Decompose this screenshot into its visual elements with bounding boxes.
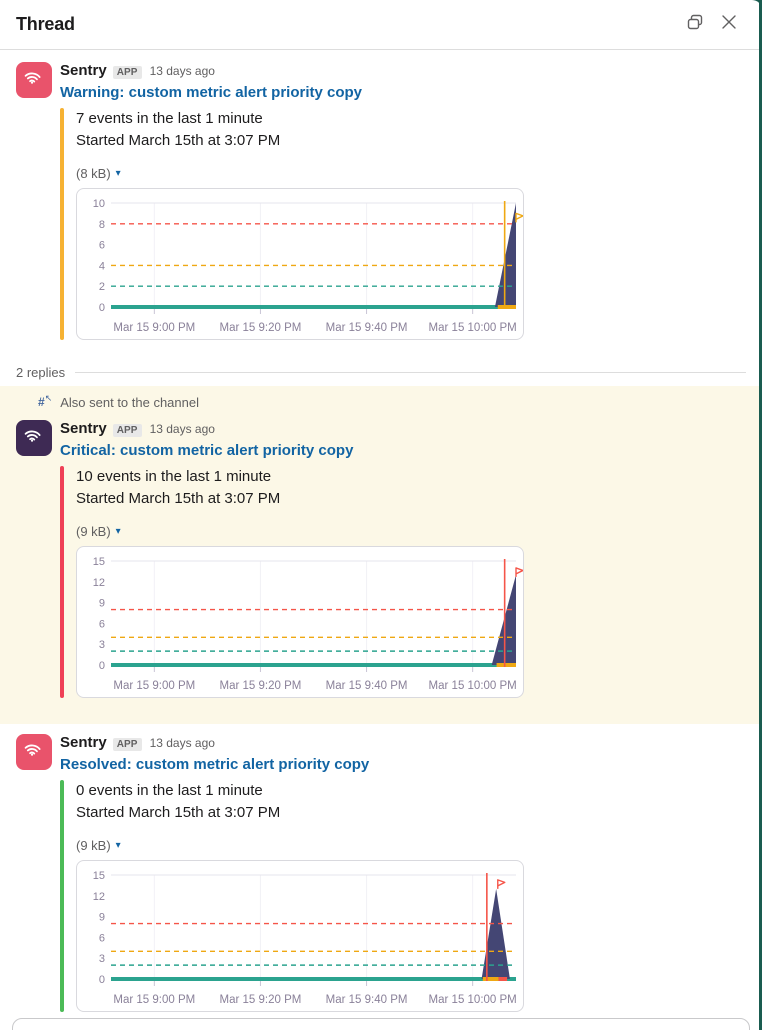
thread-header: Thread bbox=[0, 0, 762, 50]
replies-divider: 2 replies bbox=[16, 362, 746, 382]
svg-text:3: 3 bbox=[99, 639, 105, 651]
svg-text:15: 15 bbox=[93, 870, 105, 882]
message-timestamp[interactable]: 13 days ago bbox=[149, 64, 215, 78]
alert-chart-image[interactable]: 0 2 4 6 8 10 Mar 15 9:00 PM Mar 15 9:20 PM Mar 1… bbox=[76, 188, 524, 340]
attachment-color-bar bbox=[60, 108, 64, 340]
alert-title-link[interactable]: Critical: custom metric alert priority c… bbox=[60, 442, 354, 459]
svg-text:6: 6 bbox=[99, 240, 105, 252]
svg-text:Mar 15 9:40 PM: Mar 15 9:40 PM bbox=[326, 680, 408, 692]
alert-title-link[interactable]: Warning: custom metric alert priority co… bbox=[60, 84, 362, 101]
svg-text:Mar 15 10:00 PM: Mar 15 10:00 PM bbox=[429, 322, 517, 334]
svg-text:Mar 15 9:20 PM: Mar 15 9:20 PM bbox=[220, 322, 302, 334]
message-resolved: Sentry APP 13 days ago Resolved: custom … bbox=[0, 724, 762, 1024]
sentry-avatar[interactable] bbox=[16, 734, 52, 770]
svg-text:8: 8 bbox=[99, 219, 105, 231]
sender-name[interactable]: Sentry bbox=[60, 420, 107, 437]
chevron-down-icon[interactable]: ▾ bbox=[115, 839, 121, 851]
replies-count-label: 2 replies bbox=[16, 364, 66, 380]
popout-window-button[interactable] bbox=[678, 8, 712, 42]
events-count-text: 7 events in the last 1 minute bbox=[76, 110, 263, 127]
svg-text:6: 6 bbox=[99, 618, 105, 630]
started-time-text: Started March 15th at 3:07 PM bbox=[76, 490, 281, 507]
close-icon bbox=[721, 14, 737, 35]
attachment-color-bar bbox=[60, 466, 64, 698]
svg-text:Mar 15 10:00 PM: Mar 15 10:00 PM bbox=[429, 680, 517, 692]
svg-text:6: 6 bbox=[99, 932, 105, 944]
svg-text:9: 9 bbox=[99, 598, 105, 610]
window-edge bbox=[759, 0, 762, 1030]
channel-share-icon: # bbox=[38, 395, 45, 409]
app-badge: APP bbox=[112, 738, 142, 751]
app-badge: APP bbox=[112, 66, 142, 79]
message-timestamp[interactable]: 13 days ago bbox=[149, 736, 215, 750]
reply-input[interactable] bbox=[12, 1018, 750, 1030]
app-badge: APP bbox=[112, 424, 142, 437]
sender-name[interactable]: Sentry bbox=[60, 734, 107, 751]
svg-text:Mar 15 9:20 PM: Mar 15 9:20 PM bbox=[220, 680, 302, 692]
svg-text:0: 0 bbox=[99, 974, 105, 986]
sentry-logo-icon bbox=[22, 66, 46, 95]
events-count-text: 0 events in the last 1 minute bbox=[76, 782, 263, 799]
svg-text:3: 3 bbox=[99, 953, 105, 965]
alert-attachment: 7 events in the last 1 minute Started Ma… bbox=[60, 108, 524, 340]
alert-chart-image[interactable]: 0 3 6 9 12 15 Mar 15 9:00 PM Mar 15 9:20 PM Mar … bbox=[76, 860, 524, 1012]
also-sent-row: # ↖ Also sent to the channel bbox=[0, 392, 762, 412]
attachment-color-bar bbox=[60, 780, 64, 1012]
svg-text:15: 15 bbox=[93, 556, 105, 568]
started-time-text: Started March 15th at 3:07 PM bbox=[76, 804, 281, 821]
svg-text:Mar 15 9:00 PM: Mar 15 9:00 PM bbox=[113, 322, 195, 334]
svg-text:12: 12 bbox=[93, 577, 105, 589]
attachment-size-label[interactable]: (9 kB) bbox=[76, 837, 111, 853]
attachment-size-label[interactable]: (9 kB) bbox=[76, 523, 111, 539]
svg-text:Mar 15 9:00 PM: Mar 15 9:00 PM bbox=[113, 994, 195, 1006]
svg-text:0: 0 bbox=[99, 660, 105, 672]
svg-text:4: 4 bbox=[99, 260, 105, 272]
alert-attachment: 10 events in the last 1 minute Started M… bbox=[60, 466, 524, 698]
divider-line bbox=[75, 371, 746, 373]
popout-icon bbox=[686, 13, 704, 36]
svg-text:Mar 15 10:00 PM: Mar 15 10:00 PM bbox=[429, 994, 517, 1006]
chevron-down-icon[interactable]: ▾ bbox=[115, 525, 121, 537]
alert-title-link[interactable]: Resolved: custom metric alert priority c… bbox=[60, 756, 370, 773]
svg-text:10: 10 bbox=[93, 198, 105, 210]
svg-text:Mar 15 9:40 PM: Mar 15 9:40 PM bbox=[326, 994, 408, 1006]
panel-title: Thread bbox=[16, 14, 75, 34]
also-sent-label: Also sent to the channel bbox=[60, 394, 199, 410]
sentry-avatar[interactable] bbox=[16, 420, 52, 456]
sender-name[interactable]: Sentry bbox=[60, 62, 107, 79]
svg-text:Mar 15 9:40 PM: Mar 15 9:40 PM bbox=[326, 322, 408, 334]
alert-attachment: 0 events in the last 1 minute Started Ma… bbox=[60, 780, 524, 1012]
message-warning: Sentry APP 13 days ago Warning: custom m… bbox=[0, 54, 762, 352]
attachment-size-label[interactable]: (8 kB) bbox=[76, 165, 111, 181]
svg-text:Mar 15 9:20 PM: Mar 15 9:20 PM bbox=[220, 994, 302, 1006]
chevron-down-icon[interactable]: ▾ bbox=[115, 167, 121, 179]
alert-chart-image[interactable]: 0 3 6 9 12 15 Mar 15 9:00 PM Mar 15 9:20 PM Mar … bbox=[76, 546, 524, 698]
highlighted-reply-section: # ↖ Also sent to the channel Sentry APP 1… bbox=[0, 386, 762, 724]
svg-text:0: 0 bbox=[99, 302, 105, 314]
sentry-logo-icon bbox=[22, 424, 46, 453]
events-count-text: 10 events in the last 1 minute bbox=[76, 468, 272, 485]
svg-text:9: 9 bbox=[99, 912, 105, 924]
sentry-logo-icon bbox=[22, 738, 46, 767]
sentry-avatar[interactable] bbox=[16, 62, 52, 98]
message-critical: Sentry APP 13 days ago Critical: custom … bbox=[0, 412, 762, 710]
svg-text:2: 2 bbox=[99, 281, 105, 293]
message-timestamp[interactable]: 13 days ago bbox=[149, 422, 215, 436]
svg-text:12: 12 bbox=[93, 891, 105, 903]
svg-text:Mar 15 9:00 PM: Mar 15 9:00 PM bbox=[113, 680, 195, 692]
share-arrow-icon: ↖ bbox=[44, 392, 53, 403]
close-thread-button[interactable] bbox=[712, 8, 746, 42]
started-time-text: Started March 15th at 3:07 PM bbox=[76, 132, 281, 149]
